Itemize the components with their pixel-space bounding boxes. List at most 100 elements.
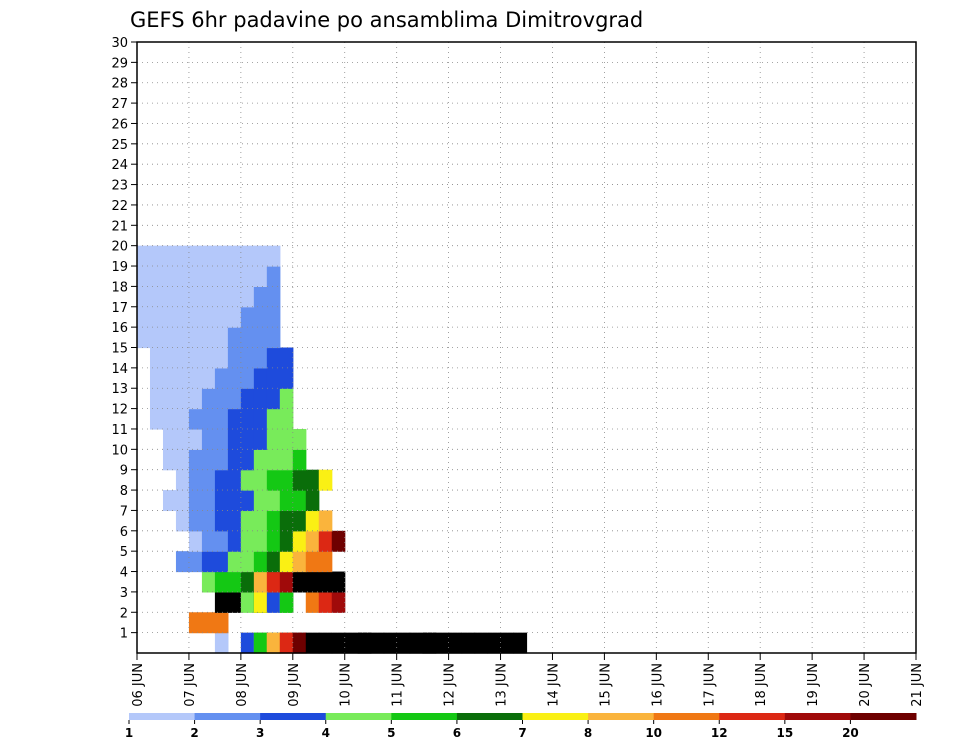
heatmap-cell <box>500 632 515 654</box>
x-tick-label: 13 JUN <box>495 663 510 707</box>
heatmap-cell <box>253 551 268 573</box>
heatmap-cell <box>214 327 229 349</box>
heatmap-cell <box>240 449 255 471</box>
y-tick-label: 25 <box>111 138 128 153</box>
heatmap-cell <box>253 327 268 349</box>
heatmap-cell <box>318 510 333 532</box>
heatmap-cell <box>253 428 268 450</box>
heatmap-cell <box>137 286 151 308</box>
y-tick-label: 7 <box>120 504 128 519</box>
heatmap-cell <box>188 612 203 634</box>
heatmap-cell <box>305 571 320 593</box>
heatmap-cell <box>201 449 216 471</box>
heatmap-cell <box>214 347 229 369</box>
heatmap-cell <box>214 449 229 471</box>
heatmap-cell <box>279 510 294 532</box>
y-tick-label: 30 <box>111 36 128 51</box>
heatmap-cell <box>188 530 203 552</box>
heatmap-cell <box>266 388 281 410</box>
heatmap-cell <box>331 591 346 613</box>
heatmap-cell <box>240 469 255 491</box>
heatmap-cell <box>188 490 203 512</box>
heatmap-cell <box>188 551 203 573</box>
colorbar-label: 8 <box>584 726 592 740</box>
y-tick-label: 1 <box>120 627 128 642</box>
heatmap-cell <box>214 428 229 450</box>
heatmap-cell <box>162 306 177 328</box>
heatmap-cell <box>188 266 203 287</box>
heatmap-cell <box>175 449 190 471</box>
x-tick-label: 20 JUN <box>858 663 873 707</box>
x-tick-label: 10 JUN <box>339 663 354 707</box>
y-tick-label: 8 <box>120 484 128 499</box>
y-tick-label: 4 <box>120 566 128 581</box>
heatmap-cell <box>188 428 203 450</box>
heatmap-cell <box>175 490 190 512</box>
heatmap-cell <box>240 571 255 593</box>
heatmap-cell <box>227 286 242 308</box>
heatmap-cell <box>318 591 333 613</box>
colorbar-segment <box>325 713 392 720</box>
heatmap-cell <box>188 367 203 389</box>
y-tick-label: 14 <box>111 362 128 377</box>
heatmap-cell <box>318 469 333 491</box>
heatmap-cell <box>137 245 151 267</box>
colorbar-label: 6 <box>453 726 461 740</box>
heatmap-cell <box>188 245 203 267</box>
heatmap-cell <box>292 632 307 654</box>
heatmap-cell <box>227 571 242 593</box>
heatmap-cell <box>305 591 320 613</box>
colorbar-segment <box>260 713 327 720</box>
heatmap-cell <box>162 449 177 471</box>
colorbar-label: 4 <box>322 726 330 740</box>
heatmap-cell <box>266 286 281 308</box>
heatmap-cell <box>214 367 229 389</box>
heatmap-cell <box>175 245 190 267</box>
heatmap-cell <box>214 408 229 430</box>
colorbar-label: 3 <box>256 726 264 740</box>
heatmap-cell <box>162 490 177 512</box>
heatmap-cell <box>266 591 281 613</box>
heatmap-cell <box>305 490 320 512</box>
heatmap-cell <box>162 245 177 267</box>
heatmap-cell <box>162 428 177 450</box>
heatmap-cell <box>227 490 242 512</box>
heatmap-cell <box>266 469 281 491</box>
heatmap-cell <box>513 632 528 654</box>
heatmap-cell <box>201 408 216 430</box>
heatmap-cell <box>318 632 333 654</box>
heatmap-cell <box>214 266 229 287</box>
x-tick-label: 17 JUN <box>702 663 717 707</box>
heatmap-cell <box>279 571 294 593</box>
heatmap-cell <box>253 490 268 512</box>
heatmap-cell <box>279 591 294 613</box>
heatmap-cell <box>266 408 281 430</box>
y-tick-label: 15 <box>111 342 128 357</box>
heatmap-cell <box>175 367 190 389</box>
x-tick-label: 14 JUN <box>546 663 561 707</box>
colorbar-label: 20 <box>842 726 859 740</box>
heatmap-cell <box>227 388 242 410</box>
x-tick-label: 18 JUN <box>754 663 769 707</box>
heatmap-cell <box>240 347 255 369</box>
heatmap-cell <box>227 347 242 369</box>
heatmap-cell <box>266 551 281 573</box>
heatmap-cell <box>331 571 346 593</box>
colorbar-segment <box>129 713 196 720</box>
heatmap-cell <box>175 286 190 308</box>
heatmap-cell <box>149 306 164 328</box>
heatmap-cell <box>175 408 190 430</box>
heatmap-cell <box>227 469 242 491</box>
heatmap-cell <box>292 571 307 593</box>
x-tick-label: 15 JUN <box>598 663 613 707</box>
heatmap-cell <box>214 490 229 512</box>
heatmap-cell <box>266 428 281 450</box>
heatmap-cell <box>279 449 294 471</box>
heatmap-cell <box>214 612 229 634</box>
heatmap-cell <box>188 286 203 308</box>
y-tick-label: 6 <box>120 525 128 540</box>
heatmap-cell <box>344 632 359 654</box>
heatmap-cell <box>188 347 203 369</box>
colorbar-label: 12 <box>711 726 728 740</box>
